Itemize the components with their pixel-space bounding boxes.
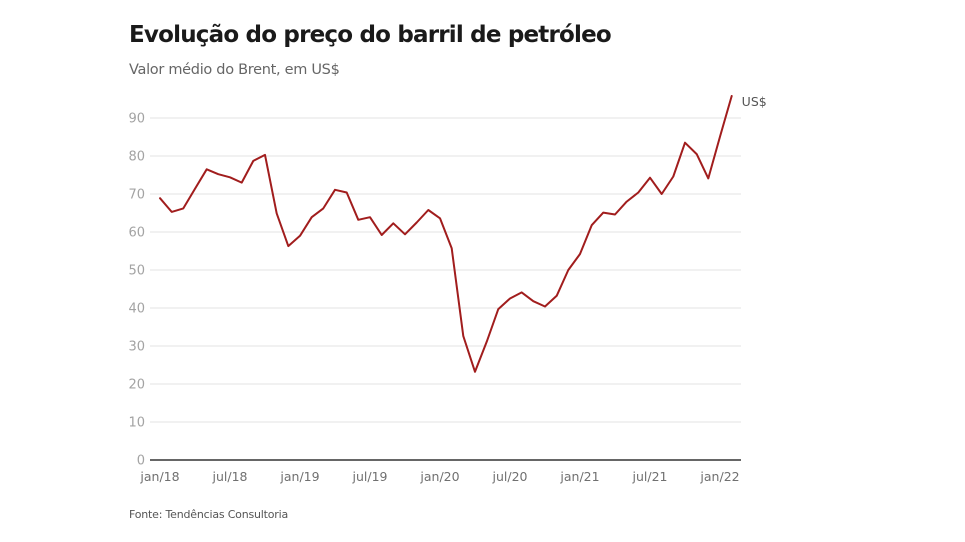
data-point: [614, 214, 616, 216]
data-point: [451, 247, 453, 249]
y-tick-label: 90: [128, 112, 145, 127]
data-point: [287, 245, 289, 247]
x-tick-label: jan/19: [279, 469, 319, 484]
y-tick-label: 20: [128, 378, 145, 393]
unit-label: US$: [742, 94, 767, 109]
y-tick-label: 80: [128, 150, 145, 165]
chart-subtitle: Valor médio do Brent, em US$: [129, 62, 340, 78]
data-point: [719, 136, 721, 138]
data-point: [206, 168, 208, 170]
y-tick-label: 30: [128, 340, 145, 355]
series-line-0: [159, 95, 733, 373]
data-point: [416, 222, 418, 224]
data-point: [276, 212, 278, 214]
x-tick-label: jan/20: [419, 469, 459, 484]
data-point: [357, 219, 359, 221]
data-point: [684, 142, 686, 144]
x-tick-label: jan/22: [699, 469, 739, 484]
y-tick-label: 0: [137, 454, 145, 469]
data-point: [311, 216, 313, 218]
y-tick-label: 50: [128, 264, 145, 279]
data-point: [346, 191, 348, 193]
data-point: [731, 95, 733, 97]
data-point: [474, 371, 476, 373]
data-point: [404, 233, 406, 235]
x-tick-label: jan/21: [559, 469, 599, 484]
data-point: [369, 216, 371, 218]
data-point: [439, 217, 441, 219]
y-tick-label: 70: [128, 188, 145, 203]
data-point: [637, 191, 639, 193]
data-point: [602, 212, 604, 214]
data-point: [264, 154, 266, 156]
data-point: [462, 335, 464, 337]
x-tick-label: jul/18: [212, 469, 248, 484]
x-tick-label: jan/18: [139, 469, 179, 484]
data-point: [194, 188, 196, 190]
data-point: [427, 209, 429, 211]
chart-title: Evolução do preço do barril de petróleo: [129, 22, 612, 48]
data-point: [567, 269, 569, 271]
data-point: [509, 298, 511, 300]
data-point: [696, 153, 698, 155]
data-point: [252, 160, 254, 162]
data-point: [521, 291, 523, 293]
data-point: [217, 173, 219, 175]
data-point: [171, 211, 173, 213]
source-note: Fonte: Tendências Consultoria: [129, 508, 289, 521]
data-point: [381, 234, 383, 236]
data-point: [241, 182, 243, 184]
x-tick-label: jul/19: [352, 469, 388, 484]
data-point: [556, 295, 558, 297]
y-tick-label: 10: [128, 416, 145, 431]
data-point: [626, 201, 628, 203]
data-point: [579, 253, 581, 255]
data-point: [392, 222, 394, 224]
data-point: [707, 177, 709, 179]
data-point: [486, 341, 488, 343]
data-point: [229, 176, 231, 178]
data-point: [649, 177, 651, 179]
data-point: [591, 224, 593, 226]
x-tick-label: jul/20: [492, 469, 528, 484]
data-point: [334, 189, 336, 191]
data-point: [661, 193, 663, 195]
series-group: [159, 95, 733, 373]
x-axis-ticks: jan/18 jul/18 jan/19 jul/19 jan/20 jul/20 jan/…: [139, 469, 739, 484]
data-point: [322, 207, 324, 209]
data-point: [159, 197, 161, 199]
y-tick-label: 60: [128, 226, 145, 241]
data-point: [544, 305, 546, 307]
y-tick-label: 40: [128, 302, 145, 317]
data-point: [497, 308, 499, 310]
data-point: [672, 176, 674, 178]
y-axis-ticks: 0 10 20 30 40 50 60 70 80 90: [128, 112, 145, 469]
x-tick-label: jul/21: [632, 469, 668, 484]
gridlines: [150, 117, 741, 461]
data-point: [532, 300, 534, 302]
data-point: [299, 235, 301, 237]
data-point: [182, 207, 184, 209]
